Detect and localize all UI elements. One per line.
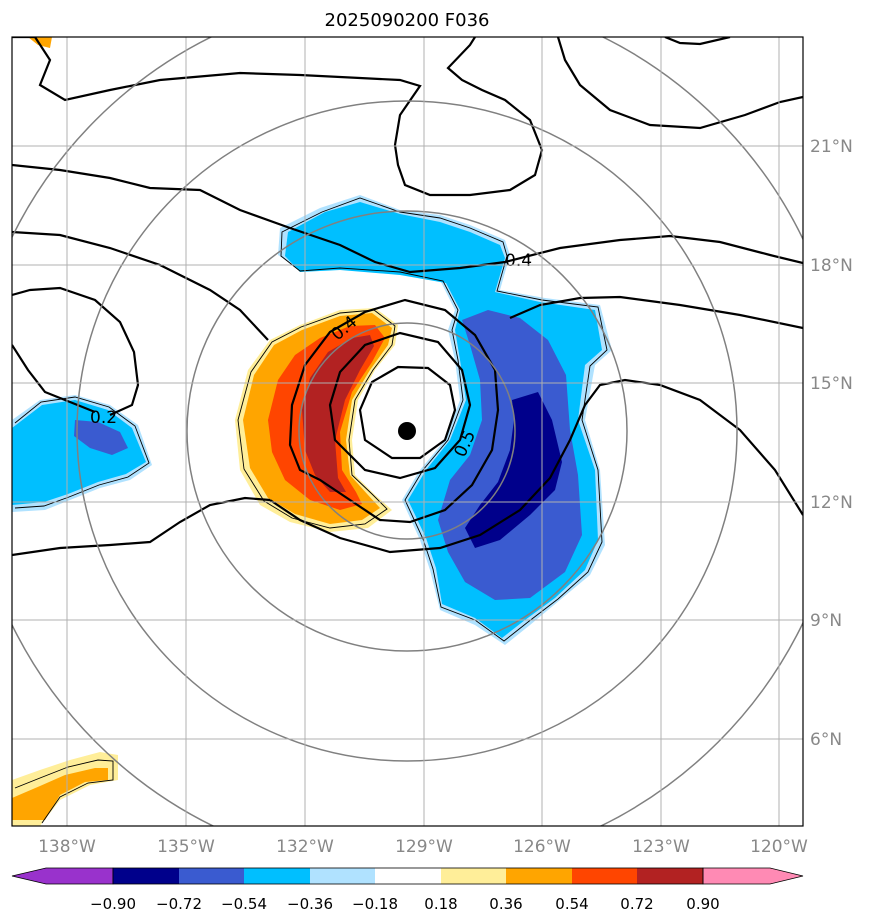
colorbar-tick-label: 0.36 xyxy=(489,895,522,913)
lat-label: 6°N xyxy=(810,730,842,750)
map-title: 2025090200 F036 xyxy=(325,10,490,31)
lon-label: 123°W xyxy=(632,837,690,857)
lon-label: 135°W xyxy=(157,837,215,857)
contour-lines xyxy=(12,37,803,557)
latitude-labels: 21°N 18°N 15°N 12°N 9°N 6°N xyxy=(810,137,853,750)
map-area: 0.4 0.4 0.5 0.2 xyxy=(12,37,803,826)
colorbar-bin xyxy=(244,868,310,884)
graticule xyxy=(12,37,803,826)
lat-label: 18°N xyxy=(810,256,853,276)
colorbar-tick-label: −0.90 xyxy=(90,895,136,913)
colorbar-tick-label: 0.72 xyxy=(620,895,653,913)
nw-corner-fill xyxy=(28,37,52,48)
colorbar-bin xyxy=(310,868,375,884)
colorbar-bin xyxy=(506,868,572,884)
colorbar-tick-label: −0.18 xyxy=(352,895,398,913)
positive-anomaly-region xyxy=(12,37,398,826)
colorbar-tick-label: 0.54 xyxy=(555,895,588,913)
lon-label: 132°W xyxy=(276,837,334,857)
contour-label: 0.4 xyxy=(505,251,532,271)
map-frame xyxy=(11,36,804,827)
range-rings xyxy=(12,37,803,826)
storm-center-marker xyxy=(398,422,416,440)
lon-label: 129°W xyxy=(395,837,453,857)
dark-blue-fill xyxy=(465,392,562,548)
dark-red-fill xyxy=(302,335,374,492)
longitude-labels: 138°W 135°W 132°W 129°W 126°W 123°W 120°… xyxy=(38,837,808,857)
colorbar-tick-label: −0.36 xyxy=(287,895,333,913)
colorbar-bin xyxy=(572,868,637,884)
colorbar-tick-label: 0.18 xyxy=(424,895,457,913)
colorbar-extend-high xyxy=(702,867,804,885)
colorbar-bin xyxy=(113,868,179,884)
colorbar-tick-label: −0.54 xyxy=(221,895,267,913)
contour-label: 0.2 xyxy=(90,408,117,428)
lon-label: 120°W xyxy=(750,837,808,857)
lat-label: 15°N xyxy=(810,374,853,394)
lat-label: 9°N xyxy=(810,611,842,631)
negative-anomaly-region xyxy=(12,195,612,645)
sw-orange-fill xyxy=(12,768,108,820)
west-blue-fill xyxy=(74,420,128,455)
lat-label: 21°N xyxy=(810,137,853,157)
lat-label: 12°N xyxy=(810,493,853,513)
colorbar-tick-label: 0.90 xyxy=(686,895,719,913)
colorbar-bin xyxy=(441,868,506,884)
colorbar-bin xyxy=(637,868,703,884)
colorbar-bin xyxy=(375,868,441,884)
colorbar: −0.90 −0.72 −0.54 −0.36 −0.18 0.18 0.36 … xyxy=(11,867,804,913)
lon-label: 138°W xyxy=(38,837,96,857)
colorbar-tick-label: −0.72 xyxy=(156,895,202,913)
colorbar-bin xyxy=(179,868,244,884)
west-sky-blue-fill xyxy=(12,400,146,505)
colorbar-extend-low xyxy=(11,867,114,885)
lon-label: 126°W xyxy=(513,837,571,857)
